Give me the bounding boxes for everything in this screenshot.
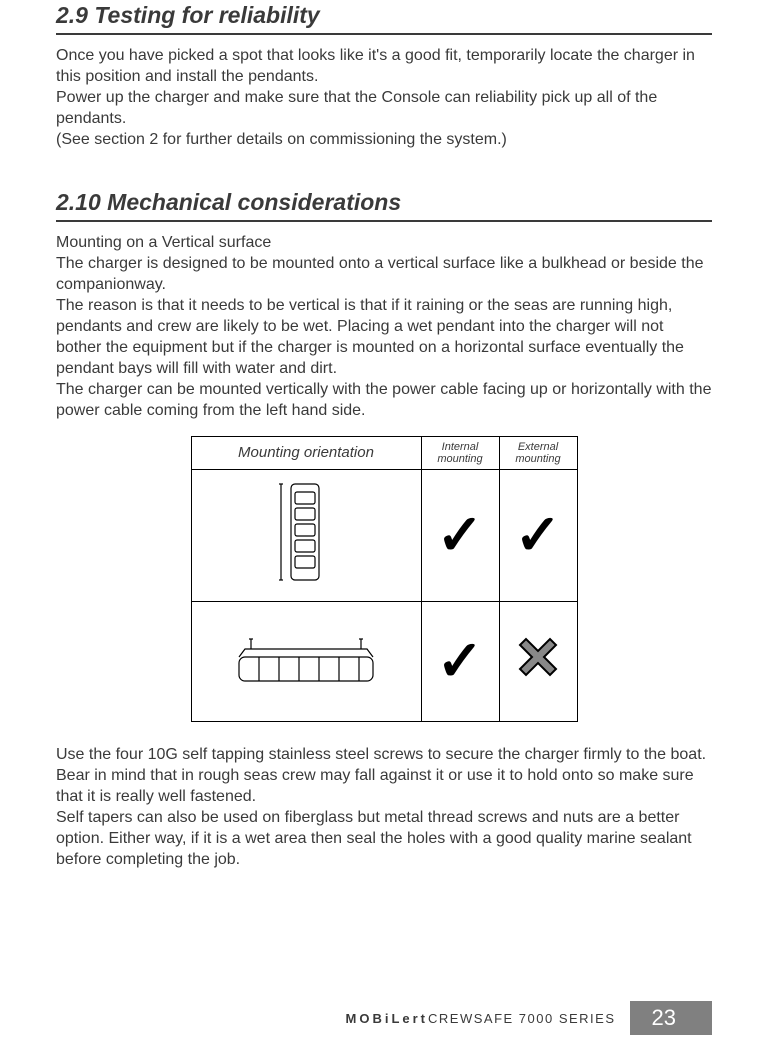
- sec29-p3: (See section 2 for further details on co…: [56, 129, 712, 150]
- horizontal-mount-diagram: [191, 601, 421, 721]
- check-mark: ✓: [421, 601, 499, 721]
- sec210-p1: Mounting on a Vertical surface: [56, 232, 712, 253]
- check-mark: ✓: [499, 469, 577, 601]
- table-header-row: Mounting orientation Internal mounting E…: [191, 436, 577, 469]
- mounting-table: Mounting orientation Internal mounting E…: [191, 436, 578, 722]
- sec29-p2: Power up the charger and make sure that …: [56, 87, 712, 129]
- page-footer: MOBiLert CREWSAFE 7000 SERIES 23: [0, 1001, 768, 1035]
- check-mark: ✓: [421, 469, 499, 601]
- cross-mark: [499, 601, 577, 721]
- heading-2-10: 2.10 Mechanical considerations: [56, 189, 712, 222]
- footer-brand: MOBiLert: [346, 1011, 429, 1026]
- sec29-p1: Once you have picked a spot that looks l…: [56, 45, 712, 87]
- heading-2-9: 2.9 Testing for reliability: [56, 2, 712, 35]
- table-row: ✓: [191, 601, 577, 721]
- sec210-p5: Use the four 10G self tapping stainless …: [56, 744, 712, 807]
- col-internal: Internal mounting: [421, 436, 499, 469]
- page-number: 23: [630, 1001, 712, 1035]
- vertical-mount-diagram: [191, 469, 421, 601]
- col-external: External mounting: [499, 436, 577, 469]
- footer-text: MOBiLert CREWSAFE 7000 SERIES: [346, 1001, 630, 1035]
- sec210-p4: The charger can be mounted vertically wi…: [56, 379, 712, 421]
- footer-series: CREWSAFE 7000 SERIES: [428, 1011, 616, 1026]
- col-orientation: Mounting orientation: [191, 436, 421, 469]
- sec210-p2: The charger is designed to be mounted on…: [56, 253, 712, 295]
- sec210-p3: The reason is that it needs to be vertic…: [56, 295, 712, 379]
- table-row: ✓ ✓: [191, 469, 577, 601]
- sec210-p6: Self tapers can also be used on fibergla…: [56, 807, 712, 870]
